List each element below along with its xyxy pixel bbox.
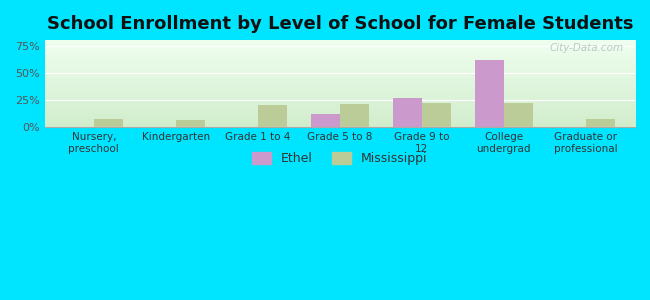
Text: City-Data.com: City-Data.com: [549, 43, 623, 53]
Bar: [311, 114, 340, 127]
Bar: [504, 103, 532, 127]
Legend: Ethel, Mississippi: Ethel, Mississippi: [246, 146, 434, 172]
Bar: [393, 98, 422, 127]
Bar: [340, 104, 369, 127]
Title: School Enrollment by Level of School for Female Students: School Enrollment by Level of School for…: [47, 15, 633, 33]
Bar: [176, 120, 205, 127]
Bar: [94, 118, 122, 127]
Bar: [586, 118, 614, 127]
Bar: [258, 106, 287, 127]
Bar: [475, 60, 504, 127]
Bar: [422, 103, 450, 127]
